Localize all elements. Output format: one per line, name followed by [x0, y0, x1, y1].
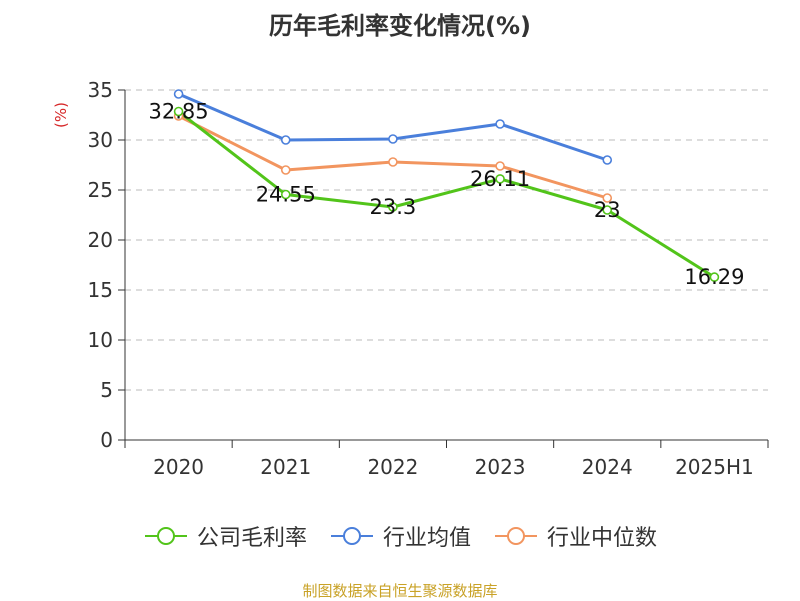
data-point: [280, 135, 291, 145]
legend-swatch-industry-median: [495, 527, 537, 545]
data-point: [602, 205, 613, 215]
y-tick-label: 20: [88, 228, 113, 252]
series-line: [177, 110, 716, 279]
data-point: [173, 89, 184, 99]
y-tick-label: 10: [88, 328, 113, 352]
data-label: 26.11: [470, 167, 530, 191]
legend-item-industry-mean[interactable]: 行业均值: [329, 520, 471, 552]
data-label: 23: [594, 198, 621, 222]
series-line: [177, 92, 608, 162]
y-tick-label: 30: [88, 128, 113, 152]
data-label: 32.85: [149, 100, 209, 124]
y-axis-label: (%): [52, 102, 70, 128]
data-point: [602, 155, 613, 165]
legend: 公司毛利率 行业均值 行业中位数: [0, 520, 800, 552]
axes: 0 5 10 15 20 25 30 35 2020 2021 2022 2023 2024 2025H1: [88, 78, 769, 479]
grid-lines: [125, 89, 768, 391]
x-tick-label: 2021: [260, 455, 311, 479]
data-point: [388, 202, 398, 212]
y-tick-label: 0: [100, 428, 113, 452]
y-tick-label: 35: [88, 78, 113, 102]
data-label: 23.3: [370, 195, 417, 219]
data-label: 16.29: [684, 265, 744, 289]
data-labels: 32.85 24.55 23.3 26.11 23 16.29: [149, 100, 745, 290]
data-point: [388, 157, 398, 167]
y-tick-label: 15: [88, 278, 113, 302]
data-point: [495, 174, 505, 184]
data-point: [602, 193, 613, 203]
data-point: [709, 272, 720, 282]
series-line: [177, 114, 608, 200]
x-tick-label: 2025H1: [675, 455, 754, 479]
legend-item-company[interactable]: 公司毛利率: [143, 520, 307, 552]
y-tick-label: 25: [88, 178, 113, 202]
series-points: [173, 89, 720, 282]
legend-swatch-industry-mean: [330, 527, 373, 545]
x-tick-label: 2022: [367, 455, 418, 479]
chart-title: 历年毛利率变化情况(%): [269, 12, 531, 40]
legend-item-industry-median[interactable]: 行业中位数: [493, 520, 657, 552]
x-tick-label: 2024: [582, 455, 633, 479]
legend-label-company: 公司毛利率: [196, 526, 307, 551]
data-point: [280, 189, 291, 200]
legend-swatch-company: [144, 527, 187, 545]
x-tick-label: 2020: [153, 455, 204, 479]
x-tick-label: 2023: [475, 455, 526, 479]
data-point: [280, 165, 291, 175]
data-label: 24.55: [256, 183, 316, 207]
data-point: [388, 134, 398, 144]
source-note: 制图数据来自恒生聚源数据库: [302, 582, 498, 600]
data-point: [495, 119, 505, 129]
y-tick-label: 5: [100, 378, 113, 402]
data-point: [173, 106, 184, 117]
legend-label-industry-mean: 行业均值: [382, 526, 471, 551]
data-point: [495, 161, 505, 171]
legend-label-industry-median: 行业中位数: [547, 526, 658, 551]
